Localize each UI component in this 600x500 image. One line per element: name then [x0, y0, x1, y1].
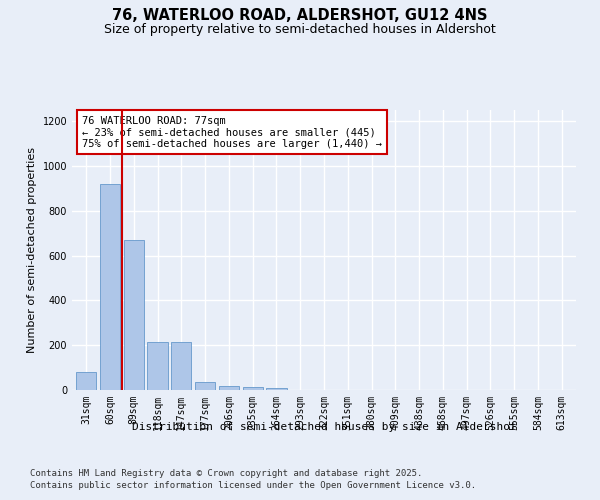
Bar [171, 342, 191, 390]
Bar [148, 342, 167, 390]
Bar [124, 240, 144, 390]
Text: Contains HM Land Registry data © Crown copyright and database right 2025.: Contains HM Land Registry data © Crown c… [30, 468, 422, 477]
Text: 76, WATERLOO ROAD, ALDERSHOT, GU12 4NS: 76, WATERLOO ROAD, ALDERSHOT, GU12 4NS [112, 8, 488, 22]
Bar [195, 382, 215, 390]
Bar [219, 386, 239, 390]
Bar [242, 387, 263, 390]
Text: Contains public sector information licensed under the Open Government Licence v3: Contains public sector information licen… [30, 481, 476, 490]
Text: Size of property relative to semi-detached houses in Aldershot: Size of property relative to semi-detach… [104, 22, 496, 36]
Y-axis label: Number of semi-detached properties: Number of semi-detached properties [27, 147, 37, 353]
Text: Distribution of semi-detached houses by size in Aldershot: Distribution of semi-detached houses by … [131, 422, 517, 432]
Bar [100, 184, 120, 390]
Bar [266, 388, 287, 390]
Text: 76 WATERLOO ROAD: 77sqm
← 23% of semi-detached houses are smaller (445)
75% of s: 76 WATERLOO ROAD: 77sqm ← 23% of semi-de… [82, 116, 382, 149]
Bar [76, 372, 97, 390]
